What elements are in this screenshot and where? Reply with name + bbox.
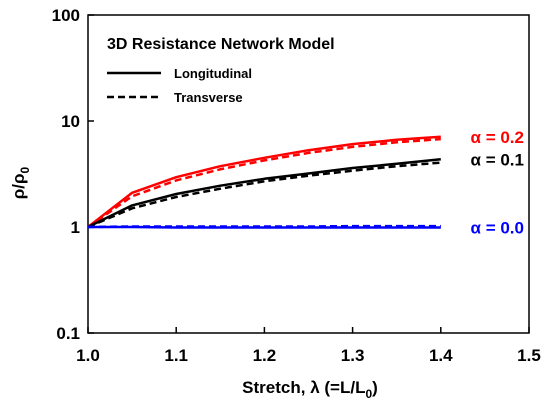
x-tick-label: 1.0 xyxy=(76,346,100,365)
x-tick-label: 1.4 xyxy=(429,346,453,365)
series-line-alpha-01-longitudinal xyxy=(87,158,441,229)
legend-label-transverse: Transverse xyxy=(174,90,243,105)
axes xyxy=(87,14,530,334)
y-tick-label: 0.1 xyxy=(56,324,80,343)
y-axis-title: ρ/ρ0 xyxy=(9,166,32,199)
x-tick-label: 1.2 xyxy=(253,346,277,365)
series-line-alpha-01-transverse xyxy=(87,161,441,229)
x-axis-title: Stretch, λ (=L/L0) xyxy=(242,378,378,401)
legend: Longitudinal Transverse xyxy=(107,66,252,105)
x-tick-label: 1.3 xyxy=(341,346,365,365)
x-tick-label: 1.5 xyxy=(517,346,541,365)
data-lines xyxy=(87,135,441,229)
y-tick-label: 100 xyxy=(52,6,80,25)
series-line-alpha-02-transverse xyxy=(87,137,441,229)
ticks: 1.0 1.1 1.2 1.3 1.4 1.5 0.1 1 10 100 xyxy=(52,6,541,365)
series-line-alpha-02-longitudinal xyxy=(87,135,441,228)
series-annotations: α = 0.2 α = 0.1 α = 0.0 xyxy=(471,128,524,238)
y-tick-label: 1 xyxy=(71,218,80,237)
series-label-alpha-01: α = 0.1 xyxy=(471,150,524,169)
plot-frame xyxy=(87,14,530,334)
y-tick-label: 10 xyxy=(61,112,80,131)
series-line-alpha-00-transverse xyxy=(87,224,441,229)
series-label-alpha-02: α = 0.2 xyxy=(471,128,524,147)
series-label-alpha-00: α = 0.0 xyxy=(471,218,524,237)
legend-label-longitudinal: Longitudinal xyxy=(174,66,252,81)
chart-title: 3D Resistance Network Model xyxy=(107,36,335,53)
x-tick-label: 1.1 xyxy=(164,346,188,365)
